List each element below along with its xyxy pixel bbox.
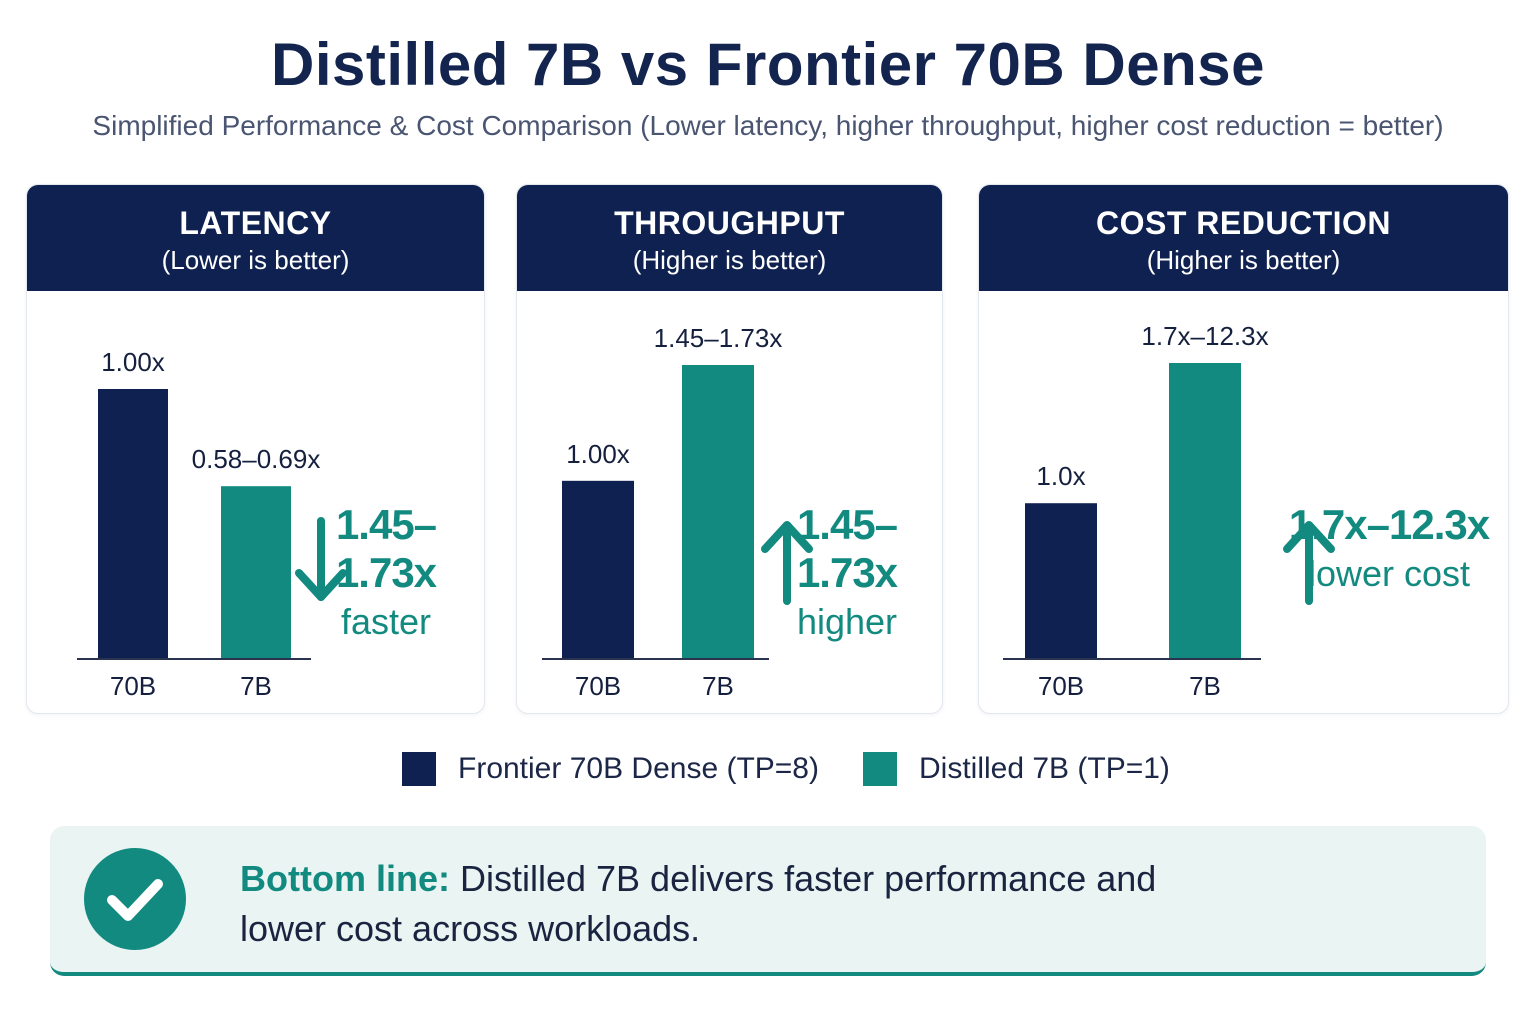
bottom-line-text: Bottom line: Distilled 7B delivers faste…: [240, 854, 1200, 954]
bottom-line-banner: Bottom line: Distilled 7B delivers faste…: [50, 826, 1486, 976]
legend-item-distilled: Distilled 7B (TP=1): [863, 752, 1170, 786]
latency-callout: 1.45–1.73x faster: [291, 411, 481, 643]
latency-callout-value: 1.45–1.73x: [335, 501, 437, 596]
bar-7b: [682, 365, 754, 659]
latency-panel-subtitle: (Lower is better): [161, 245, 350, 275]
value-label-70b: 1.00x: [566, 439, 630, 469]
throughput-callout-value: 1.45–1.73x: [796, 501, 898, 596]
bar-70b: [1025, 503, 1097, 659]
cost-reduction-panel-header: COST REDUCTION (Higher is better): [979, 185, 1508, 291]
legend-item-frontier: Frontier 70B Dense (TP=8): [402, 752, 819, 786]
value-label-7b: 1.45–1.73x: [654, 323, 783, 353]
throughput-panel: THROUGHPUT (Higher is better) 1.00x 70B 1.…: [516, 184, 943, 714]
value-label-70b: 1.00x: [101, 347, 165, 377]
arrow-up-icon: [757, 411, 937, 605]
cost-reduction-panel: COST REDUCTION (Higher is better) 1.0x 70…: [978, 184, 1509, 714]
page-subtitle: Simplified Performance & Cost Comparison…: [92, 110, 1444, 141]
category-label-7b: 7B: [1189, 671, 1221, 701]
bar-7b: [221, 486, 291, 659]
category-label-7b: 7B: [702, 671, 734, 701]
legend-label-frontier: Frontier 70B Dense (TP=8): [458, 752, 819, 785]
latency-panel-header: LATENCY (Lower is better): [27, 185, 484, 291]
bottom-line-label: Bottom line:: [240, 858, 450, 899]
cost-reduction-chart: 1.0x 70B 1.7x–12.3x 7B: [1003, 321, 1269, 701]
bar-70b: [562, 480, 634, 659]
legend-swatch-distilled: [863, 752, 897, 786]
arrow-down-icon: [291, 411, 481, 601]
cost-reduction-panel-title: COST REDUCTION: [1096, 205, 1391, 241]
latency-panel: LATENCY (Lower is better) 1.00x 70B 0.58–0…: [26, 184, 485, 714]
latency-chart: 1.00x 70B 0.58–0.69x 7B: [77, 347, 321, 701]
throughput-callout: 1.45–1.73x higher: [757, 411, 937, 643]
legend: Frontier 70B Dense (TP=8) Distilled 7B (…: [0, 752, 1536, 796]
bar-7b: [1169, 363, 1241, 659]
category-label-70b: 70B: [110, 671, 156, 701]
check-icon: [84, 848, 186, 950]
throughput-panel-header: THROUGHPUT (Higher is better): [517, 185, 942, 291]
throughput-panel-subtitle: (Higher is better): [632, 245, 827, 275]
category-label-7b: 7B: [240, 671, 272, 701]
value-label-7b: 0.58–0.69x: [192, 444, 321, 474]
throughput-chart: 1.00x 70B 1.45–1.73x 7B: [542, 323, 783, 701]
page-title: Distilled 7B vs Frontier 70B Dense: [271, 31, 1265, 98]
value-label-7b: 1.7x–12.3x: [1141, 321, 1268, 351]
category-label-70b: 70B: [1038, 671, 1084, 701]
category-label-70b: 70B: [575, 671, 621, 701]
legend-swatch-frontier: [402, 752, 436, 786]
latency-panel-title: LATENCY: [179, 205, 332, 241]
cost-reduction-callout-text: lower cost: [1307, 553, 1471, 594]
cost-reduction-callout: 1.7x–12.3x lower cost: [1279, 411, 1499, 605]
throughput-panel-title: THROUGHPUT: [614, 205, 845, 241]
throughput-callout-text: higher: [796, 601, 898, 642]
bar-70b: [98, 389, 168, 659]
value-label-70b: 1.0x: [1036, 461, 1085, 491]
cost-reduction-panel-subtitle: (Higher is better): [1146, 245, 1341, 275]
arrow-up-icon: [1279, 411, 1499, 605]
latency-callout-text: faster: [340, 601, 432, 642]
legend-label-distilled: Distilled 7B (TP=1): [919, 752, 1170, 785]
bottom-line-body: Distilled 7B delivers faster performance…: [240, 858, 1157, 949]
